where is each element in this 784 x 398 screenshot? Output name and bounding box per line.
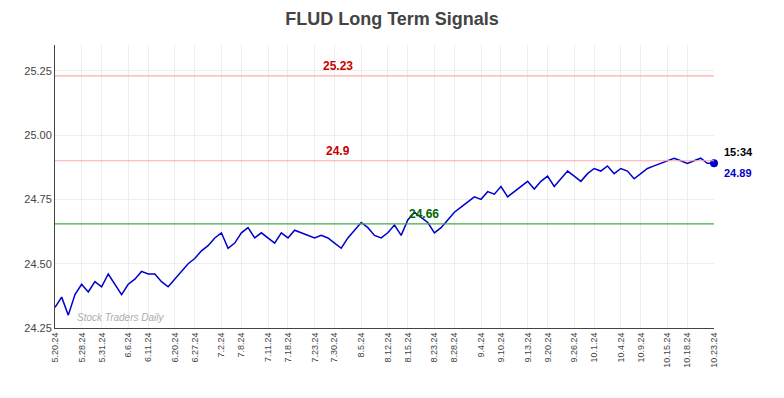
svg-text:Stock Traders Daily: Stock Traders Daily — [77, 312, 165, 323]
svg-text:24.9: 24.9 — [326, 144, 350, 158]
svg-text:9.10.24: 9.10.24 — [496, 333, 506, 363]
svg-text:9.13.24: 9.13.24 — [523, 333, 533, 363]
svg-text:5.20.24: 5.20.24 — [50, 333, 60, 363]
svg-text:7.30.24: 7.30.24 — [330, 333, 340, 363]
svg-text:24.25: 24.25 — [24, 322, 52, 334]
svg-text:9.26.24: 9.26.24 — [569, 333, 579, 363]
svg-text:25.23: 25.23 — [323, 59, 353, 73]
svg-text:25.00: 25.00 — [24, 129, 52, 141]
svg-text:8.12.24: 8.12.24 — [383, 333, 393, 363]
svg-text:25.25: 25.25 — [24, 65, 52, 77]
svg-text:24.66: 24.66 — [409, 207, 439, 221]
svg-text:7.2.24: 7.2.24 — [216, 333, 226, 358]
svg-text:9.4.24: 9.4.24 — [476, 333, 486, 358]
svg-text:9.20.24: 9.20.24 — [543, 333, 553, 363]
svg-text:10.23.24: 10.23.24 — [709, 333, 719, 368]
svg-text:6.20.24: 6.20.24 — [170, 333, 180, 363]
svg-text:6.11.24: 6.11.24 — [143, 333, 153, 362]
svg-text:5.31.24: 5.31.24 — [97, 333, 107, 363]
svg-text:10.18.24: 10.18.24 — [682, 333, 692, 368]
svg-text:8.23.24: 8.23.24 — [429, 333, 439, 363]
svg-text:7.11.24: 7.11.24 — [263, 333, 273, 362]
svg-text:15:34: 15:34 — [724, 146, 753, 158]
svg-text:8.5.24: 8.5.24 — [356, 333, 366, 358]
svg-text:10.4.24: 10.4.24 — [616, 333, 626, 363]
svg-text:24.89: 24.89 — [724, 167, 752, 179]
svg-text:10.1.24: 10.1.24 — [589, 333, 599, 363]
svg-text:7.23.24: 7.23.24 — [310, 333, 320, 363]
svg-text:10.15.24: 10.15.24 — [662, 333, 672, 368]
svg-text:8.28.24: 8.28.24 — [449, 333, 459, 363]
svg-text:24.75: 24.75 — [24, 193, 52, 205]
svg-text:5.28.24: 5.28.24 — [77, 333, 87, 363]
svg-text:10.9.24: 10.9.24 — [636, 333, 646, 363]
svg-text:6.6.24: 6.6.24 — [123, 333, 133, 358]
svg-text:7.18.24: 7.18.24 — [283, 333, 293, 363]
svg-text:24.50: 24.50 — [24, 258, 52, 270]
svg-text:7.8.24: 7.8.24 — [236, 333, 246, 358]
svg-text:6.27.24: 6.27.24 — [190, 333, 200, 363]
svg-text:FLUD Long Term Signals: FLUD Long Term Signals — [285, 9, 499, 29]
svg-text:8.15.24: 8.15.24 — [403, 333, 413, 363]
